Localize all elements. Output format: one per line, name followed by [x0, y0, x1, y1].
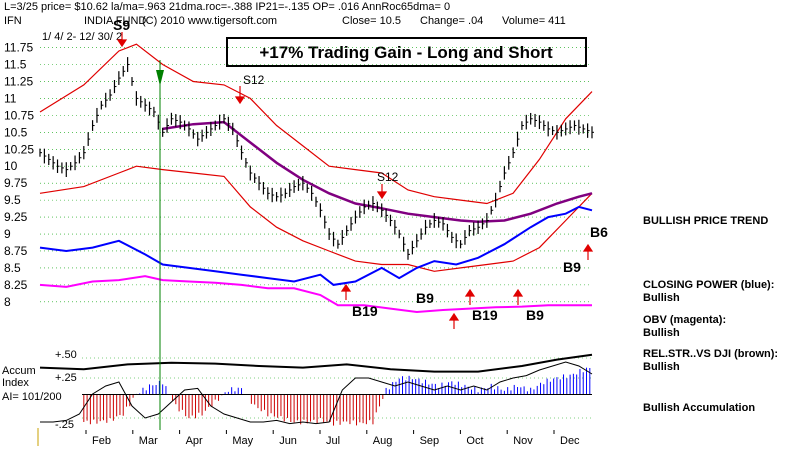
month-label: Aug — [373, 435, 393, 447]
rel-strength-value: Bullish — [643, 361, 680, 373]
obv-title: OBV (magenta): — [643, 314, 726, 326]
month-label: May — [232, 435, 253, 447]
y-tick-label: 8.5 — [4, 261, 21, 275]
index-title: Index — [2, 377, 29, 389]
green-down-arrow — [156, 70, 164, 86]
closing-power-value: Bullish — [643, 292, 680, 304]
signal-b9-nov: B9 — [526, 307, 544, 323]
grid-lines — [40, 47, 592, 419]
accum-histogram — [82, 367, 592, 426]
month-label: Jun — [279, 435, 297, 447]
month-label: Mar — [139, 435, 158, 447]
signal-b6-dec: B6 — [590, 224, 608, 240]
ticker-label: IFN — [4, 15, 22, 27]
y-tick-label: 10.75 — [4, 108, 34, 122]
closing-power-title: CLOSING POWER (blue): — [643, 279, 774, 291]
y-tick-label: 9.5 — [4, 193, 21, 207]
y-tick-label: 11.25 — [4, 74, 33, 88]
month-label: Dec — [560, 435, 580, 447]
obv-line — [39, 275, 592, 314]
signal-s12-may: S12 — [243, 73, 265, 87]
close-value: Close= 10.5 — [342, 15, 401, 27]
y-tick-label: 8.75 — [4, 244, 28, 258]
rel-strength-line — [39, 353, 593, 373]
title-box — [226, 37, 587, 67]
y-tick-label: 9.25 — [4, 210, 28, 224]
accum-m25: -.25 — [55, 419, 74, 431]
y-tick-label: 8 — [4, 295, 11, 309]
bollinger-bands — [39, 43, 593, 272]
month-label: Sep — [420, 435, 440, 447]
accum-title: Accum — [2, 365, 36, 377]
y-tick-label: 10.5 — [4, 125, 28, 139]
price-bars — [39, 57, 594, 260]
lower-band-line — [39, 165, 593, 272]
month-label: Apr — [186, 435, 203, 447]
y-tick-label: 11.5 — [4, 58, 27, 72]
closing-power-line — [39, 205, 593, 286]
obv-value: Bullish — [643, 327, 680, 339]
accum-p50: +.50 — [55, 349, 77, 361]
change-value: Change= .04 — [420, 15, 483, 27]
signal-b9-aug: B9 — [416, 290, 434, 306]
accum-zero-line — [82, 394, 592, 395]
date-range: 1/ 4/ 2- 12/ 30/ 2 — [42, 31, 122, 43]
accumulation-label: Bullish Accumulation — [643, 402, 755, 414]
signal-arrows — [116, 32, 594, 329]
signal-s12-jul: S12 — [377, 170, 399, 184]
y-tick-label: 10.25 — [4, 142, 34, 156]
title-box-text: +17% Trading Gain - Long and Short — [259, 43, 553, 62]
y-tick-label: 9.75 — [4, 176, 28, 190]
accum-index-line — [40, 361, 593, 425]
rel-strength-title: REL.STR..VS DJI (brown): — [643, 348, 778, 360]
y-tick-label: 11.75 — [4, 41, 33, 55]
fund-name: INDIA FUND — [84, 15, 146, 27]
signal-b9-dec: B9 — [563, 259, 581, 275]
volume-value: Volume= 411 — [502, 15, 566, 27]
header-line: L=3/25 price= $10.62 la/ma=.963 21dma.ro… — [4, 1, 450, 13]
accum-p25: +.25 — [55, 372, 77, 384]
signal-s9: S9 — [113, 17, 130, 33]
moving-average-line — [162, 120, 593, 224]
y-tick-label: 11 — [4, 91, 17, 105]
month-label: Nov — [513, 435, 533, 447]
bullish-trend-label: BULLISH PRICE TREND — [643, 215, 768, 227]
y-tick-label: 9 — [4, 227, 11, 241]
y-tick-label: 8.25 — [4, 278, 28, 292]
upper-band-line — [39, 43, 593, 205]
y-axis-ticks: 11.75 11.5 11.25 11 10.75 10.5 10.25 10 9.75 9.5 9… — [4, 41, 34, 309]
month-axis: Feb Mar Apr May Jun Jul Aug Sep Oct Nov Dec — [85, 430, 580, 447]
month-label: Oct — [466, 435, 483, 447]
signal-b19-aug: B19 — [352, 303, 378, 319]
copyright: (C) 2010 www.tigersoft.com — [142, 15, 277, 27]
y-tick-label: 10 — [4, 159, 18, 173]
month-label: Jul — [326, 435, 340, 447]
signal-b19-oct: B19 — [472, 307, 498, 323]
ai-value: AI= 101/200 — [2, 391, 62, 403]
indicator-lines — [39, 120, 593, 425]
month-label: Feb — [92, 435, 111, 447]
